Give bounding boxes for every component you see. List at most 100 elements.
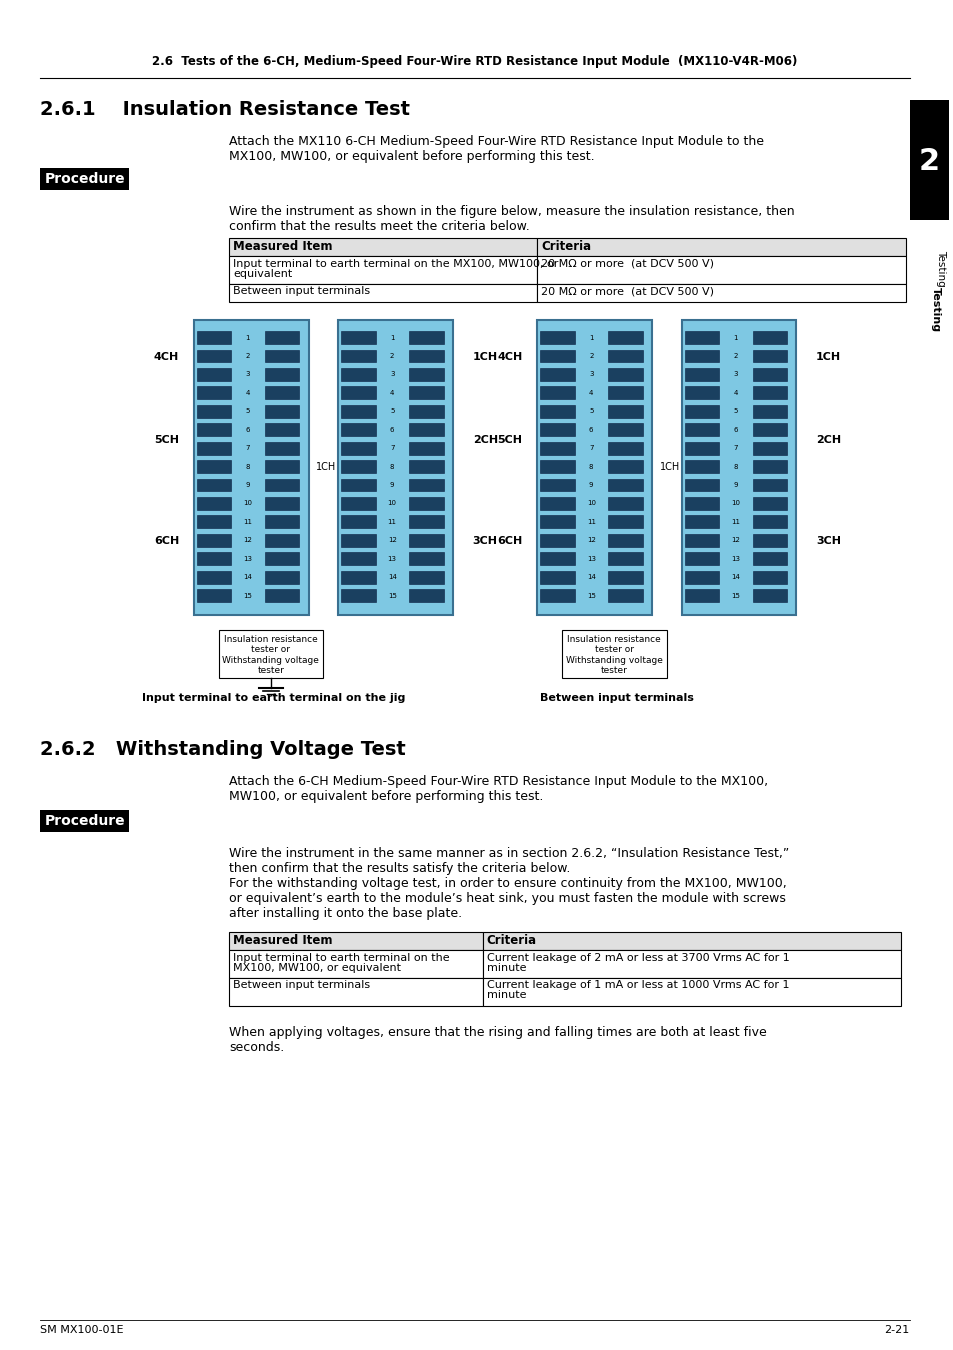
Text: 6: 6 (733, 427, 737, 433)
Bar (752, 533, 786, 547)
Bar (197, 497, 232, 510)
Bar (684, 497, 719, 510)
Text: 8: 8 (245, 463, 250, 470)
Bar (539, 478, 574, 491)
Text: minute: minute (486, 963, 526, 973)
Bar (265, 478, 299, 491)
Bar (197, 331, 232, 344)
Text: 5CH: 5CH (497, 435, 522, 446)
Bar (608, 589, 642, 602)
Text: 15: 15 (586, 593, 595, 598)
Bar (265, 369, 299, 381)
Bar (539, 460, 574, 472)
Bar (265, 460, 299, 472)
Bar (752, 460, 786, 472)
Bar (341, 497, 375, 510)
Text: 13: 13 (387, 556, 396, 562)
Text: 11: 11 (730, 518, 740, 525)
Bar (539, 350, 574, 362)
Text: Measured Item: Measured Item (233, 934, 332, 948)
Bar (341, 478, 375, 491)
Bar (409, 350, 443, 362)
Bar (197, 460, 232, 472)
Bar (338, 320, 453, 616)
Bar (608, 516, 642, 528)
Text: 7: 7 (733, 446, 737, 451)
Bar (684, 350, 719, 362)
Bar (608, 424, 642, 436)
Text: 2.6  Tests of the 6-CH, Medium-Speed Four-Wire RTD Resistance Input Module  (MX1: 2.6 Tests of the 6-CH, Medium-Speed Four… (152, 55, 797, 68)
Text: 11: 11 (243, 518, 253, 525)
Bar (265, 331, 299, 344)
Text: Attach the 6-CH Medium-Speed Four-Wire RTD Resistance Input Module to the MX100,: Attach the 6-CH Medium-Speed Four-Wire R… (229, 775, 767, 788)
Text: 11: 11 (387, 518, 396, 525)
Text: 12: 12 (243, 537, 252, 543)
Bar (752, 441, 786, 455)
Bar (229, 256, 537, 284)
Bar (752, 478, 786, 491)
Text: Testing: Testing (929, 288, 940, 332)
Text: 2: 2 (390, 352, 394, 359)
Bar (265, 386, 299, 400)
Text: then confirm that the results satisfy the criteria below.: then confirm that the results satisfy th… (229, 863, 570, 875)
Bar (684, 552, 719, 566)
Text: 4: 4 (733, 390, 737, 396)
Bar (197, 441, 232, 455)
Bar (752, 331, 786, 344)
Bar (539, 331, 574, 344)
Bar (409, 460, 443, 472)
Text: 10: 10 (387, 501, 396, 506)
Text: 5: 5 (246, 408, 250, 414)
Bar (684, 533, 719, 547)
Bar (197, 424, 232, 436)
Bar (681, 320, 796, 616)
Text: MX100, MW100, or equivalent before performing this test.: MX100, MW100, or equivalent before perfo… (229, 150, 594, 163)
Text: Between input terminals: Between input terminals (233, 286, 370, 296)
Bar (539, 533, 574, 547)
Bar (341, 350, 375, 362)
Bar (608, 405, 642, 417)
Bar (409, 497, 443, 510)
Text: 1CH: 1CH (473, 352, 497, 362)
Bar (608, 497, 642, 510)
Bar (537, 256, 904, 284)
Text: after installing it onto the base plate.: after installing it onto the base plate. (229, 907, 461, 919)
Text: 2CH: 2CH (473, 435, 497, 446)
Bar (684, 369, 719, 381)
Text: 4CH: 4CH (497, 352, 522, 362)
Text: 3: 3 (245, 371, 250, 378)
Bar (409, 405, 443, 417)
Bar (482, 931, 900, 950)
Bar (197, 478, 232, 491)
Text: 12: 12 (730, 537, 740, 543)
Bar (539, 589, 574, 602)
Text: Wire the instrument in the same manner as in section 2.6.2, “Insulation Resistan: Wire the instrument in the same manner a… (229, 846, 788, 860)
Text: 5: 5 (588, 408, 593, 414)
Bar (197, 405, 232, 417)
Text: 14: 14 (243, 574, 252, 580)
Text: seconds.: seconds. (229, 1041, 284, 1054)
Text: 2: 2 (918, 147, 939, 177)
Text: 7: 7 (588, 446, 593, 451)
Text: 5: 5 (390, 408, 394, 414)
Text: Criteria: Criteria (541, 240, 591, 254)
Bar (229, 977, 482, 1006)
Bar (193, 320, 308, 616)
Text: 14: 14 (586, 574, 595, 580)
Bar (539, 441, 574, 455)
Bar (265, 552, 299, 566)
Bar (197, 369, 232, 381)
Text: 10: 10 (586, 501, 595, 506)
Bar (539, 571, 574, 583)
Text: 13: 13 (730, 556, 740, 562)
Text: confirm that the results meet the criteria below.: confirm that the results meet the criter… (229, 220, 529, 234)
Bar (608, 350, 642, 362)
Bar (537, 238, 904, 256)
Bar (752, 516, 786, 528)
Bar (752, 369, 786, 381)
Bar (265, 497, 299, 510)
FancyBboxPatch shape (909, 100, 948, 220)
Bar (265, 571, 299, 583)
Text: 2.6.2   Withstanding Voltage Test: 2.6.2 Withstanding Voltage Test (40, 740, 405, 759)
Bar (409, 386, 443, 400)
